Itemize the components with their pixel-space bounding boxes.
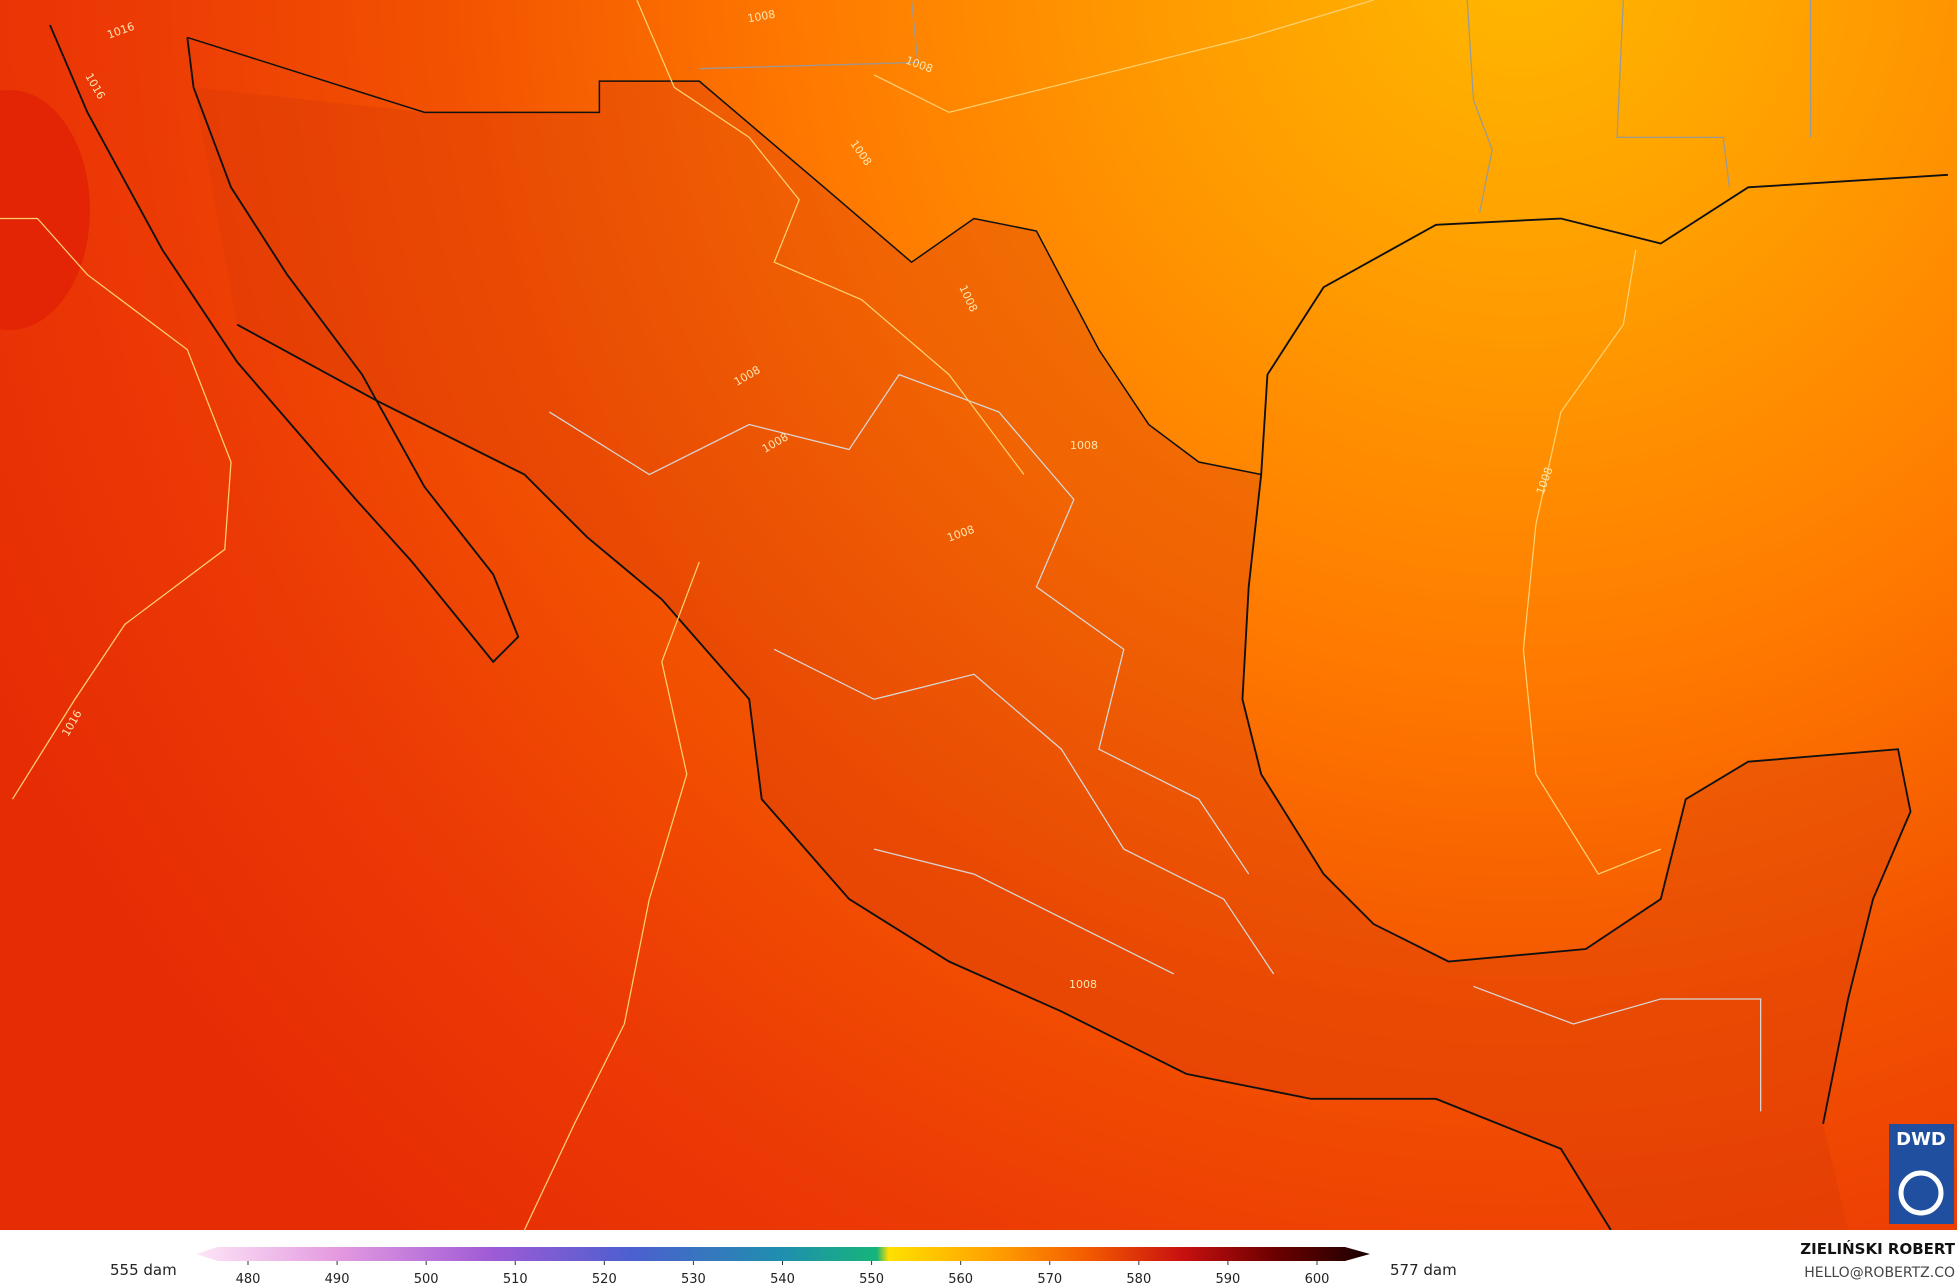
min-label: 555 dam — [110, 1261, 177, 1279]
author: ZIELIŃSKI ROBERT — [1800, 1239, 1955, 1258]
state-borders — [699, 0, 1812, 213]
tick-label: 500 — [414, 1272, 439, 1287]
tick-label: 510 — [503, 1272, 528, 1287]
admin-borders — [549, 373, 1762, 1112]
low-anomaly — [0, 90, 90, 330]
tick-label: 540 — [770, 1272, 795, 1287]
dwd-logo-swirl — [1898, 1170, 1944, 1216]
isobar — [523, 561, 700, 1231]
email: HELLO@ROBERTZ.CO — [1804, 1265, 1955, 1281]
tick-label: 570 — [1037, 1272, 1062, 1287]
isobar — [0, 217, 232, 800]
tick-label: 530 — [681, 1272, 706, 1287]
dwd-logo-text: DWD — [1896, 1129, 1946, 1150]
tick-label: 480 — [236, 1272, 261, 1287]
land-mass — [193, 81, 1911, 1230]
contour-label: 1008 — [746, 8, 776, 26]
border-line — [187, 36, 1262, 476]
map-background — [0, 0, 1957, 1230]
tick-label: 580 — [1126, 1272, 1151, 1287]
isobar — [1522, 249, 1662, 875]
color-bar-ticks: 480 490 500 510 520 530 540 550 560 570 580 590 600 — [236, 1261, 1330, 1287]
max-label: 577 dam — [1390, 1261, 1457, 1279]
contour-label: 1008 — [1070, 439, 1098, 452]
contour-label: 1008 — [1069, 978, 1097, 991]
tick-label: 560 — [948, 1272, 973, 1287]
tick-label: 600 — [1305, 1272, 1330, 1287]
baja-coastline — [49, 24, 520, 664]
color-bar — [196, 1247, 1370, 1261]
map-geography — [0, 0, 1949, 1231]
tick-label: 520 — [592, 1272, 617, 1287]
pacific-coastline — [236, 323, 1612, 1231]
tick-label: 490 — [325, 1272, 350, 1287]
tick-label: 590 — [1216, 1272, 1241, 1287]
isobar — [873, 0, 1374, 114]
isobar — [636, 0, 1025, 475]
tick-label: 550 — [859, 1272, 884, 1287]
gulf-coastline — [1241, 173, 1949, 1125]
